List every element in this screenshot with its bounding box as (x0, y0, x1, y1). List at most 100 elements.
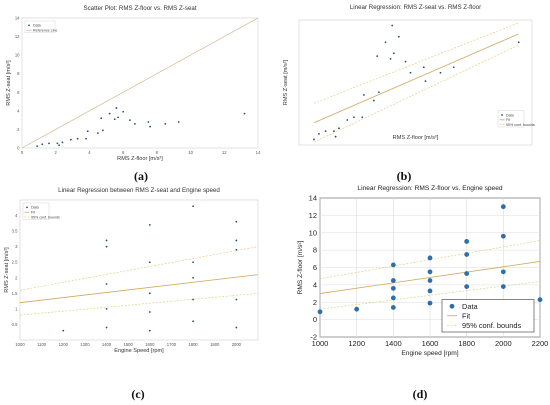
data-point (391, 24, 394, 27)
data-point (313, 138, 315, 141)
y-axis-label: RMS Z-floor [m/s²] (297, 240, 304, 294)
conf-upper-line (319, 240, 541, 280)
data-point (397, 35, 400, 38)
legend-symbol-data (449, 303, 455, 309)
data-point (148, 223, 151, 226)
chart-title: Linear Regression between RMS Z-seat and… (58, 187, 220, 194)
data-point (61, 141, 64, 144)
data-point (105, 239, 108, 242)
data-point (148, 261, 151, 264)
data-point (148, 329, 151, 332)
data-point (128, 119, 131, 122)
legend-label: 95% conf. bounds (31, 215, 60, 219)
y-tick-label: 0 (313, 315, 317, 324)
panel-b: Linear Regression: RMS Z-seat vs. RMS Z-… (283, 4, 535, 183)
data-point (389, 57, 392, 60)
y-axis-label: RMS Z-seat [m/s²] (6, 60, 12, 106)
data-point (243, 112, 246, 115)
data-point (422, 66, 425, 69)
data-point (439, 71, 442, 74)
x-tick-label: 1000 (312, 339, 329, 348)
reference-line (21, 17, 259, 149)
x-tick-label: 2 (55, 150, 58, 155)
data-point (384, 41, 387, 44)
x-tick-label: 2000 (495, 339, 512, 348)
y-tick-label: 1.5 (12, 291, 18, 296)
data-point (464, 239, 470, 244)
x-axis-label: RMS Z-floor [m/s²] (393, 135, 439, 141)
data-point (102, 129, 104, 132)
y-tick-label: 4 (15, 213, 18, 218)
y-tick-label: 12 (15, 34, 20, 39)
plot-area (298, 19, 533, 146)
data-point (164, 122, 167, 125)
x-axis-label: Engine speed [rpm] (401, 350, 458, 357)
data-point (177, 121, 180, 123)
data-point (338, 127, 340, 130)
legend-label: Reference Line (33, 29, 57, 33)
legend-box (441, 299, 535, 333)
data-point (147, 121, 150, 123)
x-tick-label: 1000 (15, 342, 25, 347)
y-tick-label: 6 (17, 90, 20, 95)
y-tick-label: 2 (15, 275, 18, 280)
x-tick-label: 8 (156, 150, 159, 155)
legend-box (497, 110, 525, 128)
y-tick-label: 1 (15, 306, 18, 311)
conf-upper-line (19, 246, 259, 291)
legend-label: Fit (506, 118, 510, 122)
panel-caption: (b) (397, 169, 412, 183)
data-point (69, 138, 72, 141)
data-point (376, 55, 379, 58)
data-point (427, 278, 433, 283)
data-point (324, 130, 327, 133)
chart-title: Linear Regression: RMS Z-floor vs. Engin… (357, 185, 502, 192)
data-point (235, 248, 238, 251)
y-tick-label: 2 (313, 298, 317, 307)
data-point (117, 116, 119, 119)
data-point (409, 71, 412, 74)
data-point (427, 288, 433, 294)
data-point (390, 305, 396, 310)
data-point (134, 122, 136, 125)
data-point (318, 132, 320, 135)
data-point (392, 52, 395, 55)
y-axis-label: RMS Z-seat [m/s²] (4, 247, 10, 293)
data-point (390, 295, 396, 301)
data-point (346, 119, 349, 121)
legend-box (24, 20, 56, 33)
data-point (148, 311, 151, 313)
data-point (85, 137, 87, 140)
conf-lower-line (19, 292, 259, 316)
data-point (334, 135, 337, 138)
data-point (464, 284, 470, 290)
data-point (537, 297, 543, 303)
data-point (500, 233, 506, 239)
x-tick-label: 1600 (422, 339, 439, 348)
y-tick-label: 14 (309, 194, 317, 203)
legend-box (22, 202, 50, 220)
legend-label: Data (33, 24, 41, 28)
x-tick-label: 1600 (145, 342, 155, 347)
y-tick-label: 4 (313, 280, 317, 289)
y-axis-label: RMS Z-seat [m/s²] (283, 59, 289, 105)
data-point (427, 269, 433, 275)
data-point (115, 107, 118, 109)
legend-label: Data (31, 206, 39, 210)
panel-a: 0 2 4 6 8 10 12 14 0 2 4 6 8 10 12 14 Scatter Plot: RMS … (6, 5, 261, 183)
x-tick-label: 1900 (210, 342, 220, 347)
x-axis-label: RMS Z-floor [m/s²] (117, 156, 163, 162)
data-point (390, 285, 396, 291)
x-tick-label: 1100 (37, 342, 47, 347)
data-point (235, 220, 238, 223)
data-point (192, 205, 194, 208)
y-tick-label: -2 (310, 333, 317, 342)
y-tick-label: 0.5 (12, 322, 18, 327)
data-point (464, 252, 470, 257)
data-point (122, 110, 125, 113)
legend-label: Fit (462, 311, 470, 320)
x-tick-label: 1200 (59, 342, 69, 347)
data-point (500, 284, 506, 290)
data-point (108, 112, 111, 115)
data-point (56, 142, 59, 145)
